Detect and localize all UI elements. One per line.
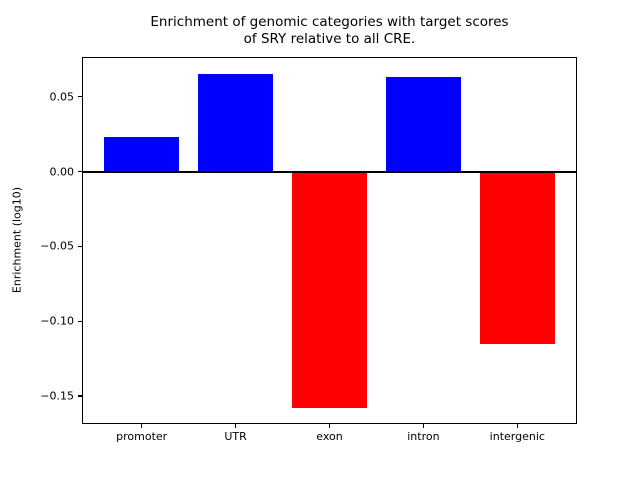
chart-title-line2: of SRY relative to all CRE. (243, 31, 416, 47)
y-tick-label: −0.05 (40, 239, 74, 253)
x-tick-mark-intergenic (516, 424, 518, 428)
y-tick-label: −0.10 (40, 314, 74, 328)
y-tick-mark (78, 320, 82, 322)
x-tick-mark-intron (422, 424, 424, 428)
x-tick-label-intergenic: intergenic (489, 430, 545, 443)
chart-title: Enrichment of genomic categories with ta… (82, 14, 577, 48)
y-tick-label: 0.00 (49, 165, 75, 179)
zero-line (83, 170, 576, 173)
y-tick-label: 0.05 (49, 90, 75, 104)
bar-promoter (104, 137, 180, 172)
y-tick-mark (78, 171, 82, 173)
x-tick-mark-exon (328, 424, 331, 428)
y-tick-mark (78, 245, 82, 248)
x-tick-mark-UTR (234, 424, 237, 428)
x-tick-mark-promoter (141, 424, 143, 428)
x-tick-label-intron: intron (407, 430, 440, 443)
x-tick-label-exon: exon (316, 430, 343, 443)
bar-UTR (198, 74, 274, 172)
y-tick-label: −0.15 (40, 389, 74, 403)
bar-intron (385, 77, 461, 172)
bar-intergenic (479, 171, 555, 344)
y-axis-label: Enrichment (log10) (10, 186, 24, 294)
x-tick-label-UTR: UTR (224, 430, 247, 443)
chart-title-line1: Enrichment of genomic categories with ta… (150, 14, 509, 30)
x-tick-label-promoter: promoter (116, 430, 168, 443)
y-tick-mark (78, 96, 82, 98)
plot-area: promoter UTR exon intron intergenic 0.05 0.00 −… (40, 57, 577, 443)
bar-exon (291, 171, 368, 409)
y-tick-mark (78, 395, 82, 397)
